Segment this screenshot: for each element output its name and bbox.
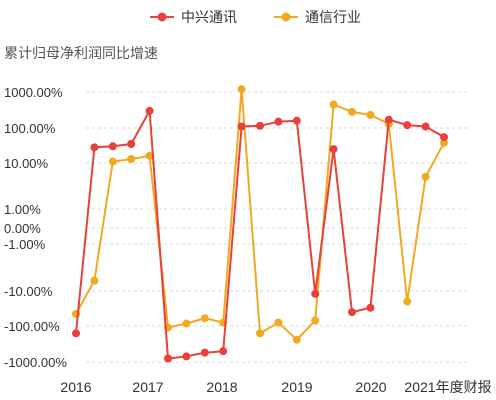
y-tick-label: 1.00% <box>4 202 41 217</box>
data-point[interactable] <box>292 116 301 125</box>
data-point[interactable] <box>274 318 283 327</box>
x-tick-label: 2017 <box>132 379 163 395</box>
data-point[interactable] <box>366 303 375 312</box>
data-point[interactable] <box>127 139 136 148</box>
series <box>72 85 448 363</box>
y-tick-label: 100.00% <box>4 121 56 136</box>
data-point[interactable] <box>329 145 338 154</box>
data-point[interactable] <box>403 121 412 130</box>
data-point[interactable] <box>182 352 191 361</box>
data-point[interactable] <box>108 142 117 151</box>
data-point[interactable] <box>200 314 209 323</box>
y-tick-label: -1000.00% <box>4 355 67 370</box>
data-point[interactable] <box>440 138 448 147</box>
gridlines <box>86 91 468 363</box>
data-point[interactable] <box>256 121 264 130</box>
y-tick-label: -10.00% <box>4 284 53 299</box>
legend-item-zte[interactable]: 中兴通讯 <box>150 9 237 25</box>
data-point[interactable] <box>311 289 320 298</box>
data-point[interactable] <box>237 85 246 94</box>
data-point[interactable] <box>403 297 412 306</box>
y-axis-label: 累计归母净利润同比增速 <box>4 45 158 61</box>
x-tick-label: 2019 <box>281 379 312 395</box>
legend-label-industry: 通信行业 <box>305 9 361 25</box>
legend: 中兴通讯 通信行业 <box>150 9 361 25</box>
data-point[interactable] <box>421 172 430 181</box>
data-point[interactable] <box>200 348 209 357</box>
x-tick-labels: 2016 2017 2018 2019 2020 2021年度财报 <box>60 379 491 395</box>
data-point[interactable] <box>108 157 117 166</box>
series-0 <box>72 106 448 363</box>
x-tick-label: 2021年度财报 <box>404 379 491 395</box>
series-1 <box>72 85 448 344</box>
data-point[interactable] <box>311 316 320 325</box>
data-point[interactable] <box>90 276 99 285</box>
data-point[interactable] <box>164 354 172 363</box>
data-point[interactable] <box>274 117 283 126</box>
data-point[interactable] <box>421 122 430 131</box>
y-tick-label: -1.00% <box>4 237 46 252</box>
data-point[interactable] <box>384 115 393 124</box>
x-tick-label: 2018 <box>206 379 237 395</box>
legend-item-industry[interactable]: 通信行业 <box>274 9 361 25</box>
data-point[interactable] <box>256 329 264 338</box>
data-point[interactable] <box>348 308 356 317</box>
data-point[interactable] <box>366 110 375 119</box>
x-tick-label: 2016 <box>60 379 91 395</box>
data-point[interactable] <box>329 100 338 109</box>
data-point[interactable] <box>237 122 246 131</box>
legend-marker-zte <box>157 12 167 22</box>
data-point[interactable] <box>440 133 448 142</box>
legend-marker-industry <box>281 12 291 22</box>
data-point[interactable] <box>72 329 80 338</box>
data-point[interactable] <box>90 143 99 152</box>
data-point[interactable] <box>348 107 356 116</box>
data-point[interactable] <box>127 155 136 164</box>
legend-label-zte: 中兴通讯 <box>181 9 237 25</box>
y-tick-label: -100.00% <box>4 319 60 334</box>
data-point[interactable] <box>145 151 154 160</box>
data-point[interactable] <box>292 335 301 344</box>
data-point[interactable] <box>182 319 191 328</box>
data-point[interactable] <box>219 347 228 356</box>
y-tick-label: 1000.00% <box>4 85 63 100</box>
data-point[interactable] <box>145 106 154 115</box>
x-tick-label: 2020 <box>355 379 386 395</box>
y-tick-label: 0.00% <box>4 221 41 236</box>
y-tick-label: 10.00% <box>4 156 49 171</box>
y-tick-labels: 1000.00% 100.00% 10.00% 1.00% 0.00%-1.00% -10… <box>4 85 67 370</box>
